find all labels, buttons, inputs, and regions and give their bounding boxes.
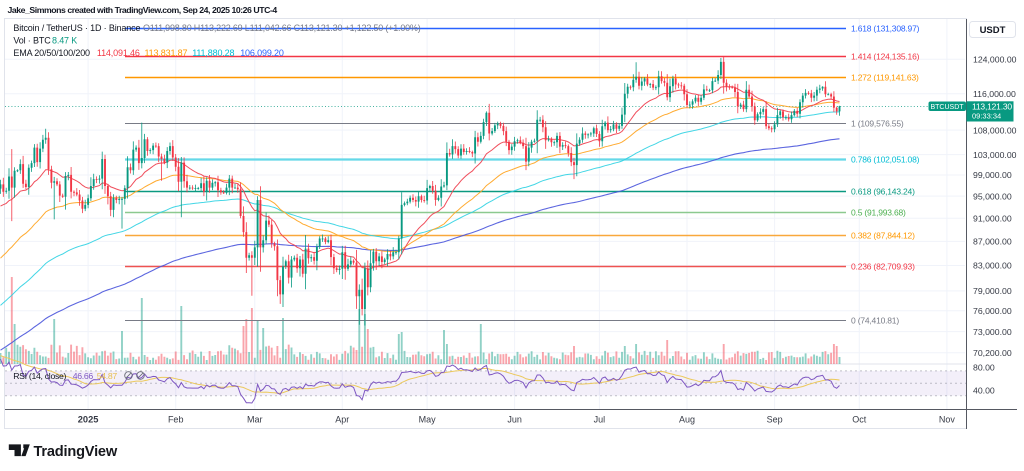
svg-text:0 (74,410.81): 0 (74,410.81) <box>851 316 899 326</box>
svg-text:0.236 (82,709.93): 0.236 (82,709.93) <box>851 262 915 272</box>
svg-text:USDT: USDT <box>980 25 1006 36</box>
svg-text:108,000.00: 108,000.00 <box>973 125 1017 135</box>
svg-text:Sep: Sep <box>767 414 783 424</box>
svg-text:0.382 (87,844.12): 0.382 (87,844.12) <box>851 231 915 241</box>
svg-text:116,000.00: 116,000.00 <box>973 89 1016 99</box>
svg-text:09:33:34: 09:33:34 <box>972 112 1001 121</box>
svg-text:1 (109,576.55): 1 (109,576.55) <box>851 119 904 129</box>
svg-text:Aug: Aug <box>679 414 695 424</box>
svg-text:2025: 2025 <box>78 414 99 424</box>
svg-text:Jul: Jul <box>594 414 606 424</box>
svg-text:Mar: Mar <box>247 414 263 424</box>
svg-text:76,000.00: 76,000.00 <box>973 306 1012 316</box>
svg-text:BTCUSDT: BTCUSDT <box>930 104 964 111</box>
svg-text:Oct: Oct <box>852 414 867 424</box>
svg-text:0.5 (91,993.68): 0.5 (91,993.68) <box>851 208 906 218</box>
svg-text:Jun: Jun <box>507 414 522 424</box>
svg-text:Nov: Nov <box>939 414 956 424</box>
svg-text:83,000.00: 83,000.00 <box>973 261 1012 271</box>
svg-text:95,000.00: 95,000.00 <box>973 191 1012 201</box>
svg-text:Feb: Feb <box>168 414 184 424</box>
svg-text:0.618 (96,143.24): 0.618 (96,143.24) <box>851 187 915 197</box>
svg-text:0.786 (102,051.08): 0.786 (102,051.08) <box>851 155 920 165</box>
svg-text:1.272 (119,141.63): 1.272 (119,141.63) <box>851 73 919 83</box>
svg-text:TradingView: TradingView <box>34 444 118 460</box>
svg-text:1.414 (124,135.16): 1.414 (124,135.16) <box>851 52 920 62</box>
svg-text:79,000.00: 79,000.00 <box>973 286 1012 296</box>
svg-text:Jake_Simmons created with Trad: Jake_Simmons created with TradingView.co… <box>8 5 278 15</box>
svg-text:May: May <box>419 414 437 424</box>
svg-text:73,000.00: 73,000.00 <box>973 327 1012 337</box>
svg-text:87,000.00: 87,000.00 <box>973 237 1012 247</box>
svg-text:1.618 (131,308.97): 1.618 (131,308.97) <box>851 24 920 34</box>
svg-text:113,121.30: 113,121.30 <box>972 102 1012 112</box>
svg-text:Vol · BTC8.47 K: Vol · BTC8.47 K <box>13 36 77 46</box>
svg-text:40.00: 40.00 <box>973 385 995 395</box>
svg-text:Apr: Apr <box>335 414 349 424</box>
svg-text:124,000.00: 124,000.00 <box>973 55 1017 65</box>
svg-text:70,200.00: 70,200.00 <box>973 348 1012 358</box>
svg-text:Bitcoin / TetherUS · 1D · Bina: Bitcoin / TetherUS · 1D · Binance O111,99… <box>13 23 420 33</box>
svg-text:80.00: 80.00 <box>973 363 995 373</box>
svg-text:91,000.00: 91,000.00 <box>973 214 1012 224</box>
svg-text:103,000.00: 103,000.00 <box>973 150 1017 160</box>
svg-text:99,000.00: 99,000.00 <box>973 170 1012 180</box>
